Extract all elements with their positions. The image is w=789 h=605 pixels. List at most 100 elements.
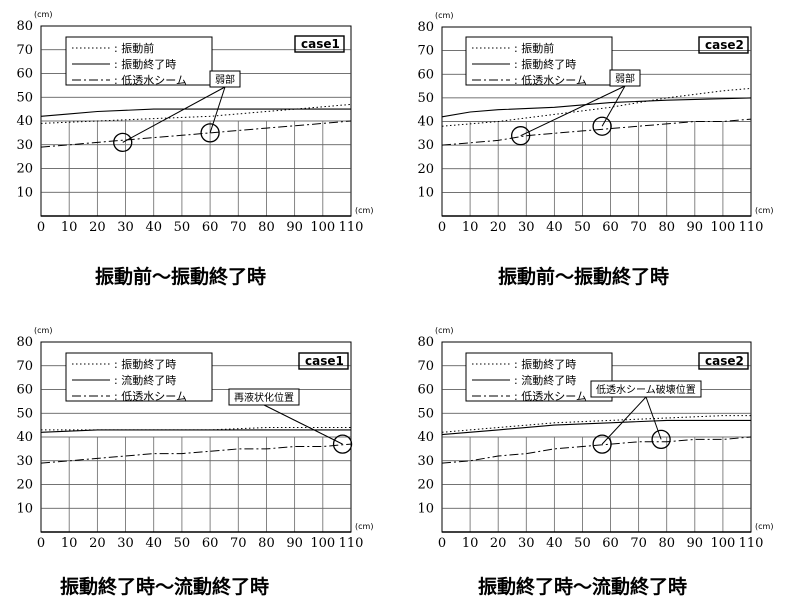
series-line-dashdot xyxy=(441,118,752,146)
y-tick-label: 30 xyxy=(417,454,434,469)
legend-box xyxy=(65,352,213,402)
y-tick-label: 80 xyxy=(16,19,33,34)
x-unit-label: (cm) xyxy=(755,522,773,531)
y-tick-label: 30 xyxy=(16,138,33,153)
x-tick-label: 90 xyxy=(687,220,704,235)
case-label: case1 xyxy=(301,37,340,51)
x-tick-label: 0 xyxy=(438,536,446,551)
y-tick-label: 80 xyxy=(16,335,33,350)
x-tick-label: 0 xyxy=(37,220,45,235)
series-line-dotted xyxy=(441,415,751,433)
x-tick-label: 20 xyxy=(89,220,106,235)
y-tick-label: 50 xyxy=(16,406,33,421)
x-tick-label: 20 xyxy=(490,220,507,235)
y-tick-label: 40 xyxy=(16,430,33,445)
x-tick-label: 60 xyxy=(602,220,619,235)
x-tick-label: 50 xyxy=(574,220,591,235)
x-tick-label: 110 xyxy=(339,220,364,235)
x-tick-label: 10 xyxy=(61,220,78,235)
chart-caption: 振動終了時～流動終了時 xyxy=(60,576,270,598)
y-tick-label: 50 xyxy=(417,406,434,421)
annotation-leader xyxy=(263,404,343,445)
x-tick-label: 80 xyxy=(658,536,675,551)
x-tick-label: 50 xyxy=(174,536,191,551)
legend-label: : 振動終了時 xyxy=(514,357,576,371)
x-tick-label: 90 xyxy=(286,536,303,551)
x-tick-label: 70 xyxy=(230,220,247,235)
x-tick-label: 20 xyxy=(490,536,507,551)
x-tick-label: 30 xyxy=(518,536,535,551)
annotation-leader xyxy=(601,85,626,127)
annotation-leader xyxy=(520,85,626,137)
x-unit-label: (cm) xyxy=(755,206,773,215)
x-tick-label: 30 xyxy=(117,536,134,551)
legend-label: : 振動終了時 xyxy=(514,57,576,71)
x-tick-label: 10 xyxy=(61,536,78,551)
series-line-dashdot xyxy=(40,120,352,148)
y-tick-label: 30 xyxy=(417,138,434,153)
series-line-solid xyxy=(40,429,351,433)
x-tick-label: 60 xyxy=(602,536,619,551)
y-tick-label: 80 xyxy=(417,335,434,350)
annotation-circle xyxy=(511,126,531,146)
chart-caption: 振動前～振動終了時 xyxy=(95,266,267,288)
series-line-dotted xyxy=(441,87,752,127)
y-tick-label: 50 xyxy=(16,90,33,105)
legend-label: : 低透水シーム xyxy=(514,74,587,87)
series-line-solid xyxy=(441,97,752,118)
annotation-circle xyxy=(592,434,612,454)
legend-label: : 低透水シーム xyxy=(114,74,187,87)
chart-caption: 振動終了時～流動終了時 xyxy=(478,576,688,598)
x-tick-label: 30 xyxy=(518,220,535,235)
chart-panel-bottom-left: 0 10 20 30 40 50 60 70 80 90 100 110 10 20 30 40 50 60 70 8… xyxy=(0,322,394,605)
case-label-box xyxy=(294,35,345,53)
annotation-label: 弱部 xyxy=(615,72,635,85)
annotation-circle xyxy=(113,132,133,153)
annotation-circle xyxy=(332,434,353,454)
x-tick-label: 70 xyxy=(630,536,647,551)
legend-box xyxy=(65,36,213,86)
annotation-circle xyxy=(200,123,220,143)
x-tick-label: 10 xyxy=(462,220,479,235)
x-tick-label: 110 xyxy=(339,536,364,551)
chart-panel-top-left: 0 10 20 30 40 50 60 70 80 90 100 110 10 20 30 40 50 60 70 8… xyxy=(0,0,394,300)
x-tick-label: 50 xyxy=(574,536,591,551)
legend-box xyxy=(465,352,613,402)
case-label-box xyxy=(698,352,749,370)
annotation-leader xyxy=(601,396,647,445)
x-tick-label: 70 xyxy=(230,536,247,551)
legend-label: : 低透水シーム xyxy=(114,390,187,403)
series-line-solid xyxy=(40,108,351,117)
y-tick-label: 60 xyxy=(417,67,434,82)
y-tick-label: 30 xyxy=(16,454,33,469)
x-tick-label: 90 xyxy=(687,536,704,551)
legend-label: : 低透水シーム xyxy=(514,390,587,403)
x-tick-label: 100 xyxy=(710,220,735,235)
x-tick-label: 20 xyxy=(89,536,106,551)
y-unit-label: (cm) xyxy=(34,326,52,335)
x-tick-label: 40 xyxy=(145,536,162,551)
series-line-dotted xyxy=(40,103,352,124)
legend-label: : 流動終了時 xyxy=(114,373,176,387)
y-tick-label: 10 xyxy=(417,185,434,200)
x-tick-label: 40 xyxy=(145,220,162,235)
x-tick-label: 10 xyxy=(462,536,479,551)
y-unit-label: (cm) xyxy=(34,10,52,19)
x-tick-label: 60 xyxy=(202,220,219,235)
x-tick-label: 80 xyxy=(258,220,275,235)
y-tick-label: 10 xyxy=(417,501,434,516)
y-tick-label: 80 xyxy=(417,20,434,35)
y-tick-label: 40 xyxy=(16,114,33,129)
y-tick-label: 20 xyxy=(417,162,434,177)
annotation-circle xyxy=(592,116,612,136)
case-label-box xyxy=(298,352,349,370)
x-tick-label: 40 xyxy=(546,220,563,235)
y-unit-label: (cm) xyxy=(435,326,453,335)
y-tick-label: 20 xyxy=(417,478,434,493)
legend-label: : 振動終了時 xyxy=(114,57,176,71)
x-tick-label: 70 xyxy=(630,220,647,235)
series-line-dashdot xyxy=(40,443,352,464)
chart-bottom-right: 0 10 20 30 40 50 60 70 80 90 100 110 10 20 30 40 50 60 70 8… xyxy=(417,326,773,551)
annotation-circle xyxy=(651,429,671,450)
annotation-leader xyxy=(645,396,662,440)
